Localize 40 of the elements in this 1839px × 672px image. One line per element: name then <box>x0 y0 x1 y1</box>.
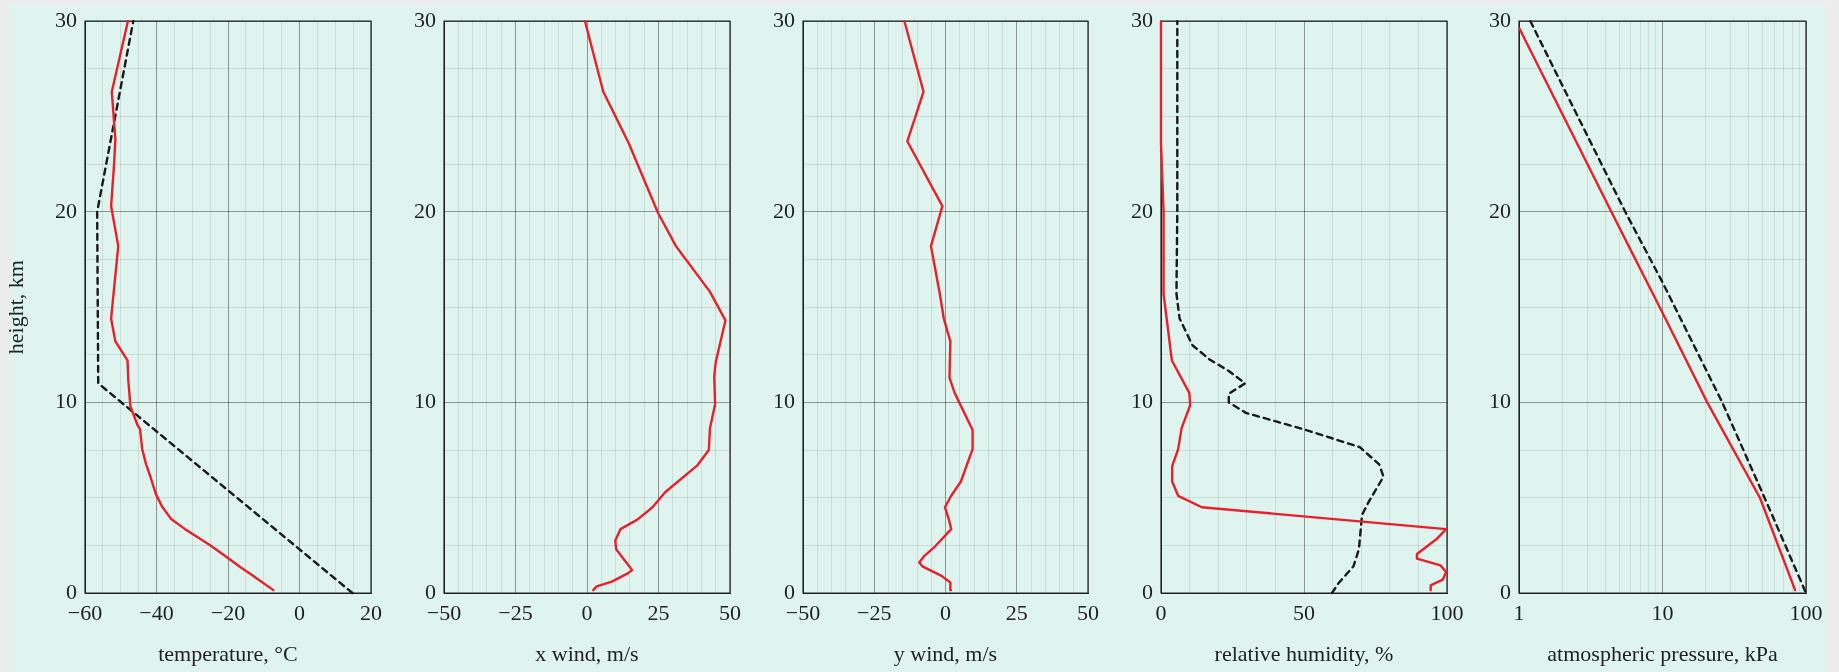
x-tick-label: −40 <box>139 599 174 625</box>
x-tick-label: 0 <box>581 599 593 625</box>
y-tick-label: 30 <box>414 6 436 32</box>
x-tick-label: 100 <box>1789 599 1823 625</box>
y-tick-label: 20 <box>55 197 77 223</box>
y-tick-label: 10 <box>414 388 436 414</box>
x-tick-label: 10 <box>1651 599 1674 625</box>
y-tick-label: 20 <box>1489 197 1511 223</box>
y-tick-label: 0 <box>1142 578 1153 604</box>
y-axis-title: height, km <box>2 260 28 355</box>
y-tick-label: 10 <box>1131 388 1153 414</box>
y-tick-label: 20 <box>773 197 795 223</box>
y-tick-label: 10 <box>773 388 795 414</box>
x-tick-label: −25 <box>498 599 533 625</box>
x-tick-label: 25 <box>1005 599 1028 625</box>
x-tick-label: −20 <box>210 599 246 625</box>
x-tick-label: 100 <box>1430 599 1464 625</box>
x-tick-label: 50 <box>1293 599 1315 625</box>
x-tick-label: 1 <box>1513 599 1525 625</box>
y-tick-label: 30 <box>773 6 795 32</box>
x-tick-label: 0 <box>940 599 951 625</box>
y-tick-label: 10 <box>55 388 77 414</box>
x-tick-label: 50 <box>1077 599 1099 625</box>
y-tick-label: 30 <box>1489 6 1511 32</box>
y-tick-label: 0 <box>1500 578 1511 604</box>
y-tick-label: 20 <box>414 197 436 223</box>
y-tick-label: 30 <box>1131 6 1153 32</box>
x-axis-title: x wind, m/s <box>535 640 639 666</box>
x-tick-label: 50 <box>719 599 741 625</box>
y-tick-label: 10 <box>1489 388 1511 414</box>
x-tick-label: 25 <box>647 599 670 625</box>
x-tick-label: 0 <box>294 599 305 625</box>
x-axis-title: temperature, °C <box>158 640 298 666</box>
y-tick-label: 20 <box>1131 197 1153 223</box>
x-axis-title: atmospheric pressure, kPa <box>1547 640 1778 666</box>
x-tick-label: −25 <box>857 599 892 625</box>
x-tick-label: 20 <box>360 599 382 625</box>
y-tick-label: 30 <box>55 6 77 32</box>
x-axis-title: y wind, m/s <box>893 640 998 666</box>
x-axis-title: relative humidity, % <box>1214 640 1394 666</box>
